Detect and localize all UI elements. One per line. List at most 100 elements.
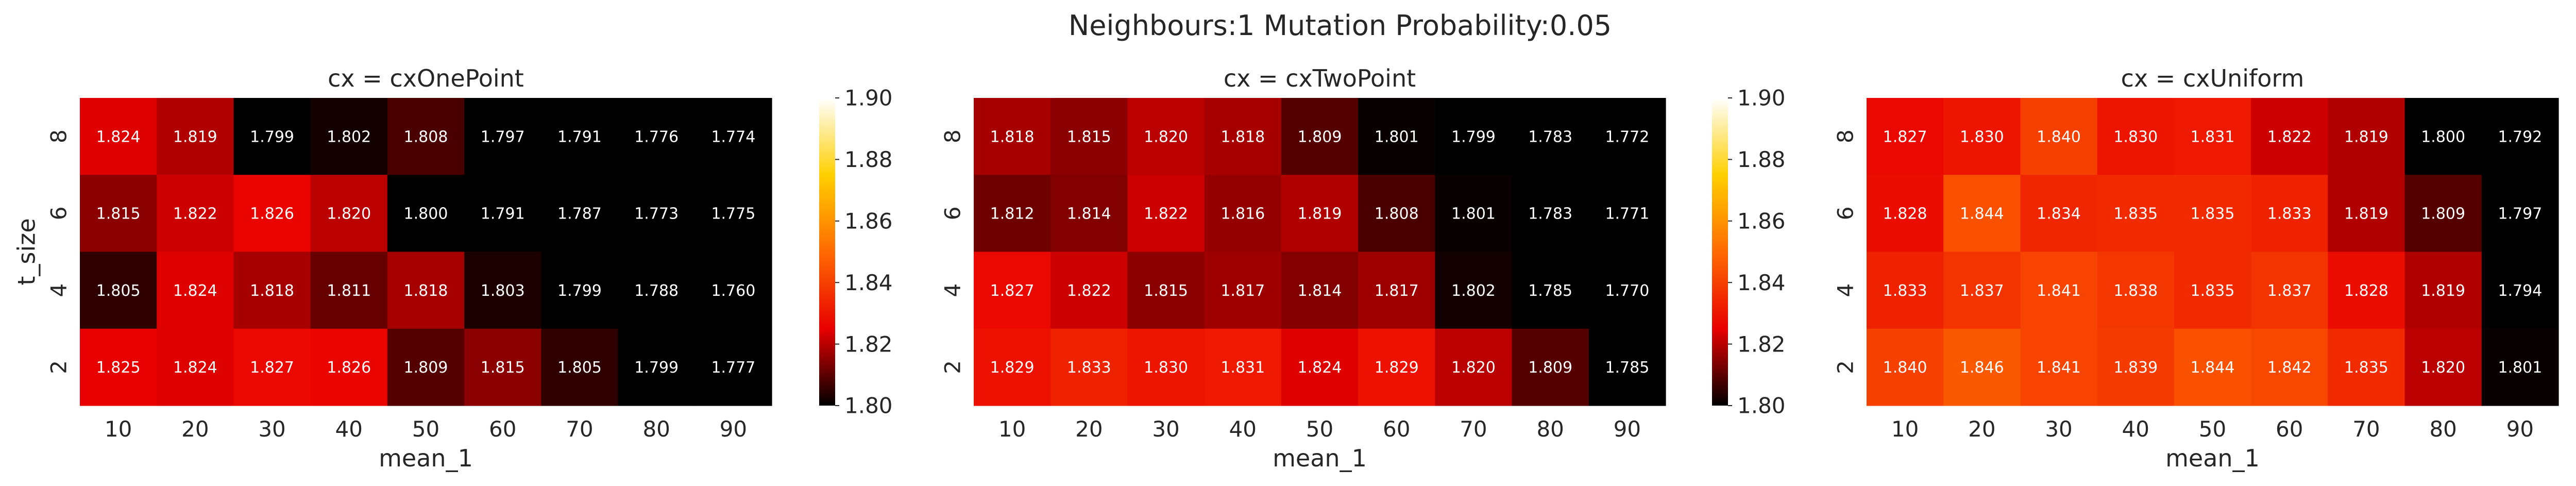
heatmap-cell — [618, 252, 696, 329]
heatmap-cell — [1204, 98, 1282, 175]
cell-annotation: 1.802 — [1451, 282, 1496, 300]
cell-annotation: 1.799 — [634, 359, 679, 377]
heatmap-cell — [1943, 98, 2021, 175]
x-tick-label: 90 — [1614, 416, 1641, 442]
cell-annotation: 1.822 — [1067, 282, 1111, 300]
y-tick-label: 6 — [46, 207, 72, 221]
heatmap-cell — [974, 252, 1051, 329]
cell-annotation: 1.783 — [1528, 205, 1572, 223]
heatmap-cell — [694, 98, 772, 175]
cell-annotation: 1.816 — [1221, 205, 1265, 223]
cell-annotation: 1.820 — [2421, 359, 2465, 377]
cell-annotation: 1.799 — [250, 128, 294, 146]
colorbar-tick-label: 1.90 — [844, 86, 893, 111]
x-tick-label: 30 — [258, 416, 285, 442]
heatmap-cell — [1358, 252, 1435, 329]
heatmap-cell — [1588, 175, 1666, 253]
heatmap-cell — [157, 175, 234, 253]
heatmap-cell — [1281, 328, 1359, 406]
heatmap-cell — [1512, 252, 1589, 329]
cell-annotation: 1.830 — [1960, 128, 2004, 146]
heatmap-cell — [2174, 175, 2251, 253]
cell-annotation: 1.824 — [173, 282, 217, 300]
heatmap-cell — [2251, 252, 2328, 329]
y-tick-label: 8 — [46, 129, 72, 143]
cell-annotation: 1.837 — [2267, 282, 2312, 300]
x-tick-label: 20 — [181, 416, 209, 442]
heatmap-cell — [2328, 252, 2405, 329]
heatmap-cell — [541, 252, 619, 329]
cell-annotation: 1.827 — [1883, 128, 1927, 146]
colorbar-tick-label: 1.86 — [1737, 209, 1786, 234]
cell-annotation: 1.846 — [1960, 359, 2004, 377]
heatmap-cell — [1588, 98, 1666, 175]
cell-annotation: 1.812 — [990, 205, 1035, 223]
cell-annotation: 1.785 — [1528, 282, 1572, 300]
cell-annotation: 1.837 — [1960, 282, 2004, 300]
heatmap-cell — [1588, 252, 1666, 329]
cell-annotation: 1.773 — [634, 205, 679, 223]
y-tick-label: 8 — [1833, 129, 1858, 143]
cell-annotation: 1.805 — [557, 359, 602, 377]
cell-annotation: 1.817 — [1221, 282, 1265, 300]
heatmap-cell — [2328, 328, 2405, 406]
y-tick-label: 6 — [1833, 207, 1858, 221]
heatmap-panel-3: cx = cxUniform 1.827 1.830 1.840 1.830 1.831 1… — [1833, 64, 2559, 472]
heatmap-cell — [2174, 98, 2251, 175]
heatmap-cell — [80, 252, 157, 329]
heatmap-cell — [2481, 252, 2559, 329]
heatmap-cell — [2328, 175, 2405, 253]
heatmap-cell — [157, 98, 234, 175]
heatmap-cell — [1435, 328, 1513, 406]
x-tick-label: 30 — [2045, 416, 2072, 442]
colorbar-tick-label: 1.84 — [844, 270, 893, 295]
heatmap-cell — [80, 175, 157, 253]
heatmap-cell — [1512, 328, 1589, 406]
heatmap-cell — [1127, 98, 1205, 175]
heatmap-cell — [1588, 328, 1666, 406]
cell-annotation: 1.809 — [1528, 359, 1572, 377]
cell-annotation: 1.835 — [2113, 205, 2158, 223]
y-tick-label: 2 — [46, 360, 72, 374]
heatmap-cell — [1050, 328, 1128, 406]
cell-annotation: 1.825 — [96, 359, 141, 377]
cell-annotation: 1.801 — [2498, 359, 2542, 377]
cell-annotation: 1.792 — [2498, 128, 2542, 146]
cell-annotation: 1.835 — [2191, 282, 2235, 300]
colorbar-tick-label: 1.82 — [1737, 331, 1786, 357]
heatmap-cell — [2404, 328, 2482, 406]
cell-annotation: 1.818 — [990, 128, 1035, 146]
cell-annotation: 1.834 — [2037, 205, 2081, 223]
cell-annotation: 1.809 — [2421, 205, 2465, 223]
cell-annotation: 1.819 — [2344, 205, 2388, 223]
cell-annotation: 1.801 — [1375, 128, 1419, 146]
x-tick-label: 80 — [2429, 416, 2456, 442]
cell-annotation: 1.817 — [1375, 282, 1419, 300]
cell-annotation: 1.811 — [327, 282, 371, 300]
x-tick-label: 70 — [566, 416, 593, 442]
colorbar — [1712, 98, 1728, 406]
heatmap-cell — [233, 175, 311, 253]
heatmap-cell — [618, 175, 696, 253]
x-axis-label: mean_1 — [379, 444, 473, 472]
heatmap-cell — [2251, 328, 2328, 406]
heatmap-cell — [618, 328, 696, 406]
cell-annotation: 1.788 — [634, 282, 679, 300]
cell-annotation: 1.822 — [173, 205, 217, 223]
heatmap-cell — [2481, 98, 2559, 175]
cell-annotation: 1.815 — [1144, 282, 1188, 300]
cell-annotation: 1.797 — [481, 128, 525, 146]
cell-annotation: 1.844 — [2191, 359, 2235, 377]
heatmap-cell — [2404, 252, 2482, 329]
cell-annotation: 1.801 — [1451, 205, 1496, 223]
heatmap-cell — [1867, 175, 1944, 253]
y-tick-label: 4 — [1833, 283, 1858, 297]
cell-annotation: 1.809 — [1298, 128, 1342, 146]
heatmap-cell — [1050, 175, 1128, 253]
heatmap-cell — [1867, 328, 1944, 406]
cell-annotation: 1.800 — [2421, 128, 2465, 146]
heatmap-cell — [387, 328, 465, 406]
heatmap-cell — [310, 252, 388, 329]
cell-annotation: 1.827 — [250, 359, 294, 377]
y-tick-label: 6 — [940, 207, 965, 221]
